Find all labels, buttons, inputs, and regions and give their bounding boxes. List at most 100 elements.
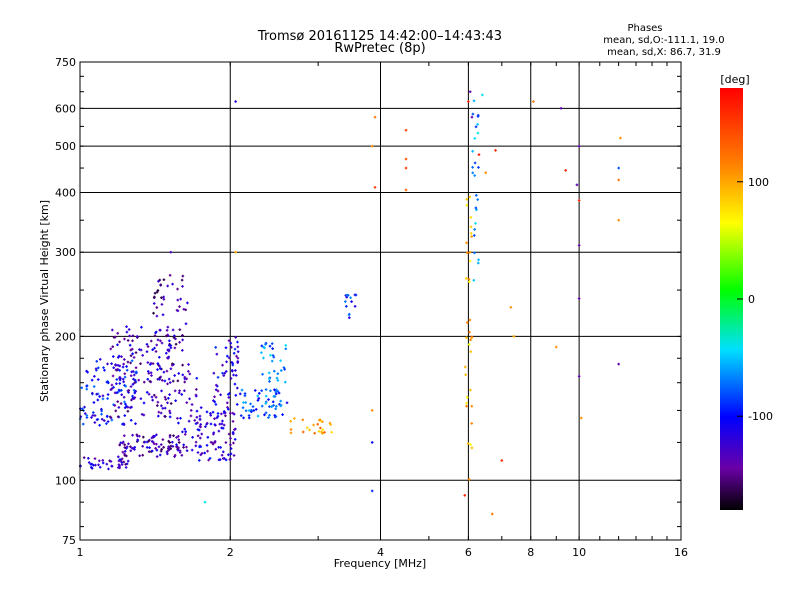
data-point bbox=[270, 405, 273, 408]
data-point bbox=[93, 457, 97, 460]
data-point bbox=[174, 337, 177, 341]
data-point bbox=[147, 450, 151, 453]
data-point bbox=[116, 343, 119, 347]
data-point bbox=[575, 183, 579, 187]
data-point bbox=[264, 402, 268, 405]
data-point bbox=[475, 208, 478, 212]
data-point bbox=[117, 463, 121, 466]
data-point bbox=[162, 370, 166, 374]
data-point bbox=[254, 408, 258, 411]
data-point bbox=[468, 259, 472, 263]
data-point bbox=[185, 445, 188, 449]
data-point bbox=[481, 93, 484, 97]
data-point bbox=[117, 388, 121, 392]
data-point bbox=[156, 338, 160, 342]
data-point bbox=[114, 364, 118, 367]
data-point bbox=[216, 414, 220, 418]
data-point bbox=[182, 307, 186, 311]
data-point bbox=[169, 402, 173, 405]
data-point bbox=[577, 375, 581, 378]
data-point bbox=[117, 406, 121, 409]
data-point bbox=[135, 335, 139, 338]
data-point bbox=[175, 436, 178, 439]
data-point bbox=[127, 389, 131, 392]
data-point bbox=[199, 425, 202, 429]
data-point bbox=[176, 379, 180, 383]
data-point bbox=[93, 375, 96, 378]
data-point bbox=[149, 363, 152, 366]
data-point bbox=[159, 339, 162, 343]
data-point bbox=[125, 447, 128, 450]
data-point bbox=[98, 358, 102, 361]
data-point bbox=[469, 225, 473, 229]
data-point bbox=[216, 412, 220, 415]
data-point bbox=[214, 403, 218, 406]
data-point bbox=[156, 368, 159, 371]
data-point bbox=[178, 305, 181, 308]
data-point bbox=[577, 199, 581, 202]
data-point bbox=[243, 392, 247, 395]
data-points bbox=[78, 90, 622, 516]
data-point bbox=[95, 392, 98, 396]
data-point bbox=[224, 414, 227, 418]
data-point bbox=[151, 348, 154, 351]
data-point bbox=[268, 377, 271, 381]
data-point bbox=[186, 301, 189, 305]
data-point bbox=[178, 328, 182, 331]
data-point bbox=[168, 441, 171, 444]
data-point bbox=[465, 198, 469, 201]
colorbar-ticks: 100 0 -100 bbox=[737, 176, 773, 423]
colorbar-gradient bbox=[720, 88, 743, 510]
data-point bbox=[158, 278, 162, 282]
data-point bbox=[138, 454, 141, 458]
data-point bbox=[467, 478, 471, 481]
colorbar-tick-label: 0 bbox=[748, 293, 755, 306]
data-point bbox=[90, 462, 94, 466]
data-point bbox=[159, 443, 163, 446]
data-point bbox=[125, 330, 129, 334]
data-point bbox=[182, 446, 185, 449]
data-point bbox=[220, 426, 223, 430]
data-point bbox=[181, 430, 184, 434]
data-point bbox=[554, 345, 558, 349]
data-point bbox=[195, 376, 199, 380]
data-point bbox=[105, 380, 109, 384]
x-tick-label: 4 bbox=[377, 546, 384, 559]
x-tick-label: 6 bbox=[465, 546, 472, 559]
data-point bbox=[98, 423, 101, 427]
data-point bbox=[145, 446, 149, 449]
data-point bbox=[471, 166, 474, 169]
data-point bbox=[512, 335, 516, 338]
data-point bbox=[118, 382, 122, 385]
data-point bbox=[220, 453, 224, 457]
data-point bbox=[467, 277, 471, 281]
data-point bbox=[559, 107, 563, 110]
data-point bbox=[269, 389, 272, 393]
data-point bbox=[132, 373, 136, 377]
data-point bbox=[470, 235, 473, 238]
data-point bbox=[126, 360, 130, 364]
data-point bbox=[155, 306, 159, 309]
data-point bbox=[477, 258, 480, 262]
data-point bbox=[233, 428, 236, 431]
data-point bbox=[81, 407, 84, 411]
data-point bbox=[317, 430, 321, 433]
data-point bbox=[106, 420, 110, 423]
data-point bbox=[101, 394, 105, 398]
data-point bbox=[166, 449, 170, 453]
data-point bbox=[81, 422, 85, 426]
data-point bbox=[135, 433, 139, 437]
data-point bbox=[353, 305, 357, 308]
data-point bbox=[274, 407, 277, 411]
data-point bbox=[316, 422, 319, 426]
data-point bbox=[249, 410, 253, 414]
data-point bbox=[146, 345, 150, 348]
data-point bbox=[105, 462, 109, 466]
data-point bbox=[119, 441, 123, 445]
data-point bbox=[156, 400, 160, 404]
data-point bbox=[215, 416, 219, 420]
data-point bbox=[124, 466, 128, 469]
data-point bbox=[166, 401, 169, 405]
data-point bbox=[301, 418, 305, 422]
y-tick-label: 750 bbox=[55, 56, 76, 69]
